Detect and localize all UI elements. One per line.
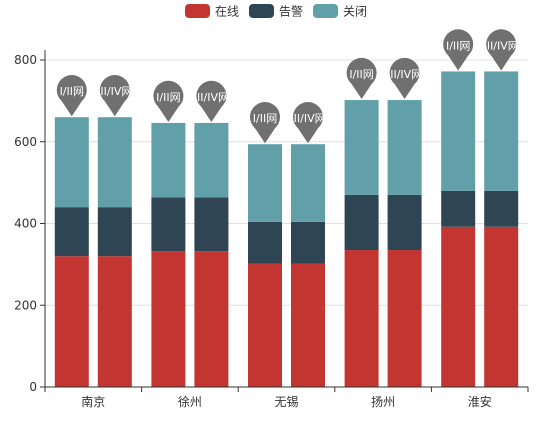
pin-label: I/II网 <box>253 112 277 125</box>
bar-stack-3-0[interactable] <box>344 100 379 387</box>
bar-segment-在线[interactable] <box>194 251 229 387</box>
bars <box>54 71 519 387</box>
legend-swatch <box>185 4 210 18</box>
y-tick-label: 800 <box>14 53 37 67</box>
x-tick-label: 徐州 <box>178 394 202 409</box>
legend: 在线 告警 关闭 <box>185 4 367 19</box>
pin-label: I/II网 <box>156 91 180 104</box>
bar-stack-1-0[interactable] <box>151 122 186 387</box>
bar-segment-告警[interactable] <box>441 190 476 227</box>
y-tick-label: 0 <box>29 380 37 394</box>
x-tick-label: 无锡 <box>274 394 298 409</box>
map-pin-icon: I/II网 <box>56 75 87 117</box>
bar-stack-3-1[interactable] <box>387 100 422 387</box>
map-pin-icon: I/II网 <box>443 29 474 71</box>
legend-swatch <box>313 4 338 18</box>
bar-segment-告警[interactable] <box>344 194 379 251</box>
bar-segment-在线[interactable] <box>151 251 186 387</box>
bar-segment-关闭[interactable] <box>484 71 519 191</box>
bar-segment-关闭[interactable] <box>54 117 89 208</box>
bar-segment-告警[interactable] <box>54 207 89 257</box>
legend-item-2[interactable]: 关闭 <box>313 4 367 19</box>
bar-stack-0-1[interactable] <box>97 117 132 387</box>
bar-segment-关闭[interactable] <box>151 122 186 198</box>
map-pin-shape <box>389 57 420 100</box>
bar-segment-告警[interactable] <box>97 207 132 257</box>
pin-label: III/IV网 <box>97 85 132 98</box>
y-tick-label: 400 <box>14 217 37 231</box>
pin-label: I/II网 <box>446 39 470 52</box>
bar-stack-2-0[interactable] <box>248 144 282 387</box>
map-pin-icon: III/IV网 <box>484 29 519 71</box>
bar-segment-告警[interactable] <box>194 197 229 252</box>
bar-segment-关闭[interactable] <box>248 144 282 222</box>
bar-stack-4-1[interactable] <box>484 71 519 387</box>
bar-segment-关闭[interactable] <box>194 122 229 198</box>
legend-label: 告警 <box>279 4 303 19</box>
bar-segment-告警[interactable] <box>151 197 186 252</box>
pin-label: I/II网 <box>349 68 373 81</box>
x-tick-label: 扬州 <box>371 394 395 409</box>
y-tick-label: 200 <box>14 298 37 312</box>
map-pin-shape <box>346 57 377 100</box>
map-pin-shape <box>99 75 130 117</box>
bar-segment-关闭[interactable] <box>291 144 325 222</box>
bar-segment-在线[interactable] <box>54 256 89 387</box>
x-tick-label: 南京 <box>81 394 105 409</box>
legend-item-1[interactable]: 告警 <box>249 4 303 19</box>
bar-segment-关闭[interactable] <box>97 117 132 208</box>
bar-stack-1-1[interactable] <box>194 122 229 387</box>
x-axis: 南京 徐州 无锡 扬州 淮安 <box>44 386 529 409</box>
map-pin-shape <box>486 29 517 71</box>
map-pin-shape <box>196 80 227 122</box>
bar-segment-在线[interactable] <box>387 250 422 387</box>
pin-label: III/IV网 <box>484 39 519 52</box>
bar-segment-关闭[interactable] <box>441 71 476 191</box>
bar-segment-在线[interactable] <box>484 226 519 387</box>
y-axis: 0 200 400 600 800 <box>14 50 46 394</box>
legend-label: 关闭 <box>343 5 367 19</box>
map-pin-shape <box>56 75 87 117</box>
bar-stack-2-1[interactable] <box>291 144 325 387</box>
pin-markers: I/II网 III/IV网 I/II网 III/IV网 I/II网 III/IV网 I/II… <box>56 29 519 144</box>
map-pin-icon: III/IV网 <box>290 102 326 144</box>
bar-segment-在线[interactable] <box>97 256 132 387</box>
bar-segment-关闭[interactable] <box>387 100 422 195</box>
map-pin-shape <box>443 29 474 71</box>
map-pin-shape <box>292 102 323 144</box>
map-pin-icon: I/II网 <box>153 80 184 122</box>
map-pin-shape <box>153 80 184 122</box>
map-pin-icon: III/IV网 <box>97 75 132 117</box>
legend-item-0[interactable]: 在线 <box>185 4 239 19</box>
bar-segment-告警[interactable] <box>484 190 519 227</box>
map-pin-shape <box>250 102 280 144</box>
legend-swatch <box>249 4 274 18</box>
bar-segment-在线[interactable] <box>441 226 476 387</box>
map-pin-icon: I/II网 <box>346 57 377 100</box>
bar-segment-告警[interactable] <box>387 194 422 251</box>
pin-label: I/II网 <box>60 85 84 98</box>
x-tick-label: 淮安 <box>468 394 492 409</box>
bar-segment-告警[interactable] <box>291 221 325 264</box>
map-pin-icon: III/IV网 <box>387 57 422 100</box>
bar-segment-在线[interactable] <box>248 263 282 387</box>
bar-segment-关闭[interactable] <box>344 100 379 195</box>
bar-segment-告警[interactable] <box>248 221 282 264</box>
y-tick-label: 600 <box>14 135 37 149</box>
map-pin-icon: III/IV网 <box>194 80 229 122</box>
pin-label: III/IV网 <box>290 112 325 125</box>
bar-stack-4-0[interactable] <box>441 71 476 387</box>
bar-stack-0-0[interactable] <box>54 117 89 387</box>
legend-label: 在线 <box>215 5 239 19</box>
bar-segment-在线[interactable] <box>344 250 379 387</box>
pin-label: III/IV网 <box>194 91 229 104</box>
pin-label: III/IV网 <box>387 68 422 81</box>
map-pin-icon: I/II网 <box>250 102 280 144</box>
bar-segment-在线[interactable] <box>291 263 325 387</box>
